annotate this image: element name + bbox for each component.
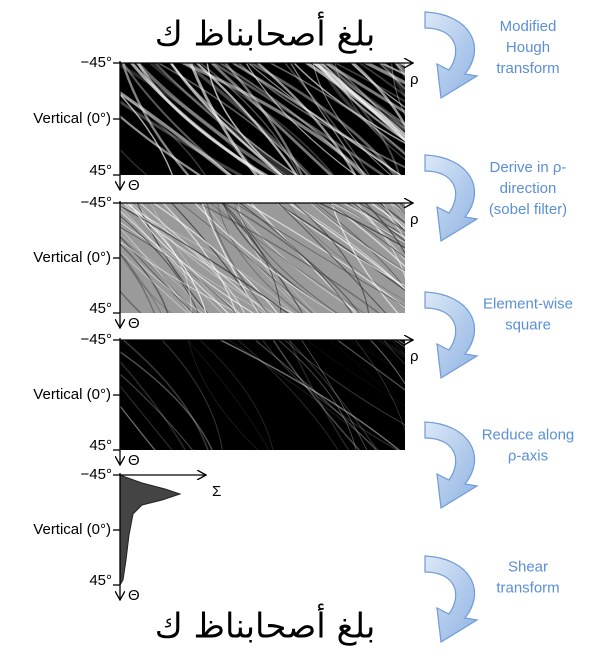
step-label: Derive in ρ- xyxy=(490,159,567,176)
middle-label: Vertical (0°) xyxy=(33,110,111,127)
x-axis-label: ρ xyxy=(410,348,419,365)
step-label: Shear xyxy=(508,558,548,575)
step-label: ρ-axis xyxy=(508,447,548,464)
step-label: transform xyxy=(496,60,559,77)
step-label: transform xyxy=(496,579,559,596)
y-axis-label: Θ xyxy=(128,177,140,194)
middle-label: Vertical (0°) xyxy=(33,249,111,266)
bottom-label: 45° xyxy=(89,300,112,317)
step-label: square xyxy=(505,316,551,333)
top-label: −45° xyxy=(81,54,112,71)
diagram: بلغ أصحابناظ ك بلغ أصحابناظ ك −45° Vertic… xyxy=(0,0,589,656)
step-label: Modified xyxy=(500,18,557,35)
x-axis-label: Σ xyxy=(212,483,221,500)
bottom-label: 45° xyxy=(89,162,112,179)
x-axis-label: ρ xyxy=(410,211,419,228)
x-axis-label: ρ xyxy=(410,71,419,88)
arrows xyxy=(425,12,477,642)
bottom-label: 45° xyxy=(89,437,112,454)
step-label: Element-wise xyxy=(483,295,573,312)
step-label: Hough xyxy=(506,39,550,56)
step-label: direction xyxy=(500,180,557,197)
bottom-label: 45° xyxy=(89,572,112,589)
middle-label: Vertical (0°) xyxy=(33,521,111,538)
y-axis-label: Θ xyxy=(128,452,140,469)
y-axis-label: Θ xyxy=(128,587,140,604)
top-word: بلغ أصحابناظ ك xyxy=(155,12,376,55)
middle-label: Vertical (0°) xyxy=(33,386,111,403)
step-label: Reduce along xyxy=(482,426,575,443)
top-label: −45° xyxy=(81,331,112,348)
step-label: (sobel filter) xyxy=(489,201,567,218)
top-label: −45° xyxy=(81,466,112,483)
profile xyxy=(120,475,180,585)
y-axis-label: Θ xyxy=(128,315,140,332)
texture-bg xyxy=(120,340,405,450)
top-label: −45° xyxy=(81,194,112,211)
bottom-word: بلغ أصحابناظ ك xyxy=(155,604,376,647)
